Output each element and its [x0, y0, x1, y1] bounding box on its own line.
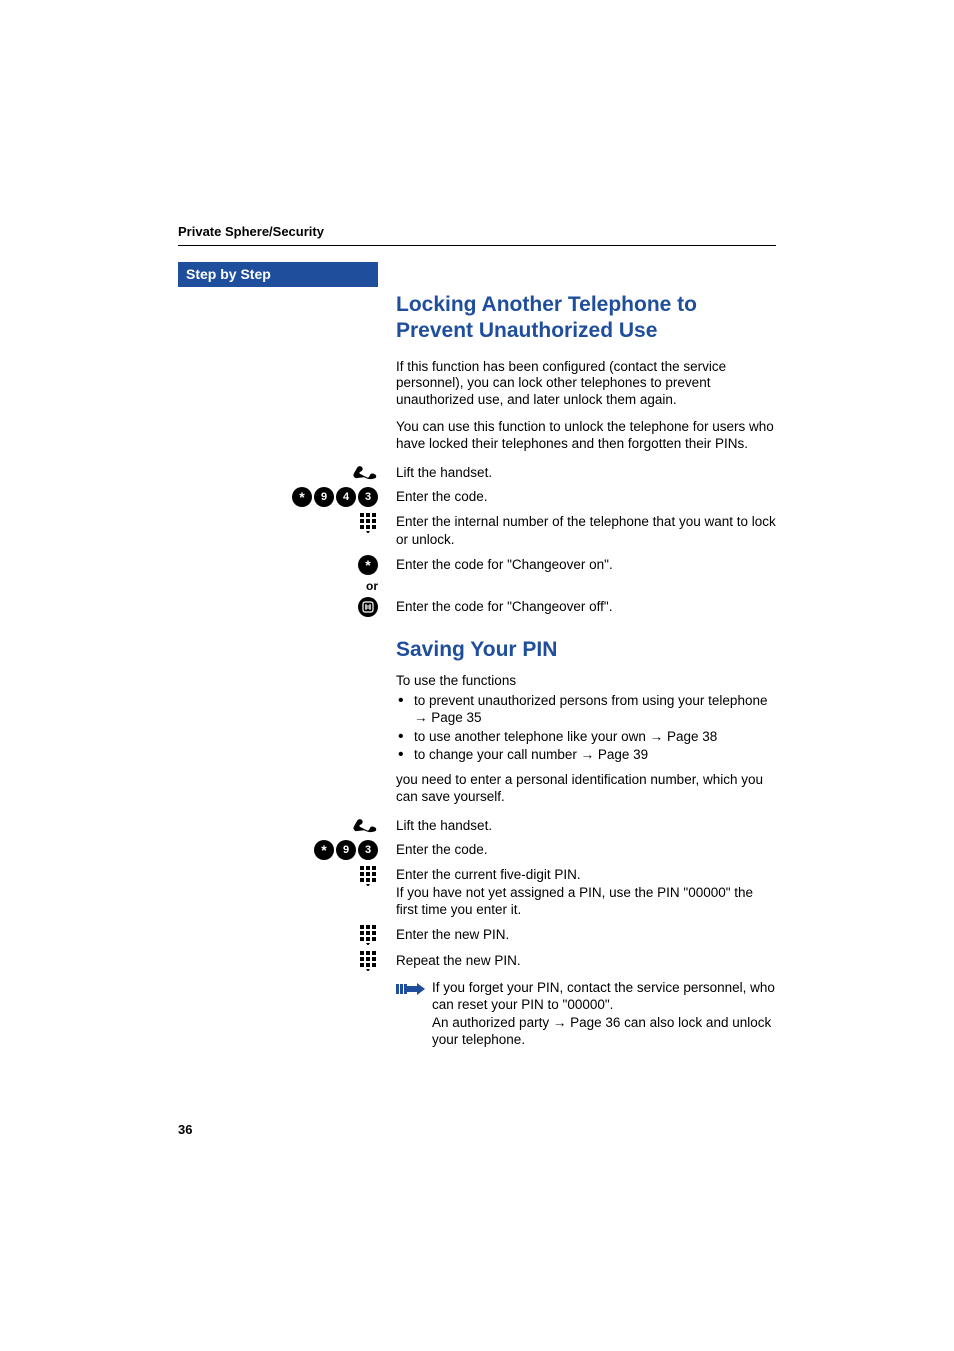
keypad-icon [178, 925, 378, 945]
changeover-on-text: Enter the code for "Changeover on". [396, 555, 776, 574]
step2-code-text: Enter the code. [396, 840, 776, 859]
bullet-1-ref[interactable]: Page 35 [431, 710, 481, 725]
content-columns: Step by Step Locking Another Telephone t… [178, 262, 776, 1049]
page-ref-icon: → [414, 710, 431, 725]
handset-icon [178, 463, 378, 481]
bullet-3: to change your call number → Page 39 [396, 746, 776, 764]
step-changeover-on: * Enter the code for "Changeover on". [396, 555, 776, 575]
key-star-on: * [178, 555, 378, 575]
key-hash-off [178, 597, 378, 617]
step2-lift: Lift the handset. [396, 816, 776, 835]
or-label: or [178, 579, 378, 593]
note-arrow-icon [396, 979, 432, 1000]
key-3: 3 [358, 487, 378, 507]
step2-new-pin: Enter the new PIN. [396, 925, 776, 945]
bullet-1: to prevent unauthorized persons from usi… [396, 692, 776, 727]
bullet-3-ref[interactable]: Page 39 [598, 747, 648, 762]
page-ref-icon: → [553, 1015, 570, 1030]
step2-new-pin-text: Enter the new PIN. [396, 925, 776, 944]
section1-title: Locking Another Telephone to Prevent Una… [396, 292, 776, 345]
key-4: 4 [336, 487, 356, 507]
section2-intro: To use the functions [396, 673, 776, 690]
step-internal-text: Enter the internal number of the telepho… [396, 513, 776, 548]
step2-current-pin-text: Enter the current five-digit PIN. If you… [396, 866, 776, 919]
page-ref-icon: → [581, 747, 598, 762]
key-3: 3 [358, 840, 378, 860]
page-number: 36 [178, 1122, 192, 1137]
section1-para1: If this function has been configured (co… [396, 359, 776, 410]
step2-current-pin: Enter the current five-digit PIN. If you… [396, 866, 776, 919]
key-9: 9 [336, 840, 356, 860]
step-internal-number: Enter the internal number of the telepho… [396, 513, 776, 548]
keypad-icon [178, 866, 378, 886]
note-text: If you forget your PIN, contact the serv… [432, 979, 776, 1049]
step-lift-text: Lift the handset. [396, 463, 776, 482]
bullet-2: to use another telephone like your own →… [396, 728, 776, 746]
key-star: * [292, 487, 312, 507]
note-box: If you forget your PIN, contact the serv… [396, 979, 776, 1049]
running-header: Private Sphere/Security [178, 224, 776, 239]
sidebar: Step by Step [178, 262, 378, 287]
step-enter-code: * 9 4 3 Enter the code. [396, 487, 776, 507]
bullet-3-text: to change your call number [414, 747, 581, 762]
step-code-text: Enter the code. [396, 487, 776, 506]
page: Private Sphere/Security Step by Step Loc… [0, 0, 954, 1351]
step-changeover-off: Enter the code for "Changeover off". [396, 597, 776, 617]
step2-repeat-pin: Repeat the new PIN. [396, 951, 776, 971]
handset-icon [178, 816, 378, 834]
step2-code: * 9 3 Enter the code. [396, 840, 776, 860]
main-content: Locking Another Telephone to Prevent Una… [378, 262, 776, 1049]
section1-para2: You can use this function to unlock the … [396, 419, 776, 453]
key-star: * [314, 840, 334, 860]
code-keys: * 9 4 3 [178, 487, 378, 507]
section2-title: Saving Your PIN [396, 637, 776, 663]
step2-repeat-pin-text: Repeat the new PIN. [396, 951, 776, 970]
note-line1: If you forget your PIN, contact the serv… [432, 980, 775, 1013]
current-pin-a: Enter the current five-digit PIN. [396, 867, 581, 882]
key-star-icon: * [358, 555, 378, 575]
bullet-1-text: to prevent unauthorized persons from usi… [414, 693, 767, 708]
changeover-off-text: Enter the code for "Changeover off". [396, 597, 776, 616]
bullet-2-text: to use another telephone like your own [414, 729, 650, 744]
bullet-2-ref[interactable]: Page 38 [667, 729, 717, 744]
current-pin-b: If you have not yet assigned a PIN, use … [396, 885, 753, 918]
header-rule [178, 245, 776, 246]
step-by-step-label: Step by Step [178, 262, 378, 287]
keypad-icon [178, 951, 378, 971]
code-keys-2: * 9 3 [178, 840, 378, 860]
page-ref-icon: → [650, 729, 667, 744]
section2-outro: you need to enter a personal identificat… [396, 772, 776, 806]
step-lift-handset: Lift the handset. [396, 463, 776, 482]
step2-lift-text: Lift the handset. [396, 816, 776, 835]
note-ref[interactable]: Page 36 [570, 1015, 620, 1030]
note-line2a: An authorized party [432, 1015, 553, 1030]
key-hash-icon [358, 597, 378, 617]
keypad-icon [178, 513, 378, 533]
key-9: 9 [314, 487, 334, 507]
section2-bullets: to prevent unauthorized persons from usi… [396, 692, 776, 764]
